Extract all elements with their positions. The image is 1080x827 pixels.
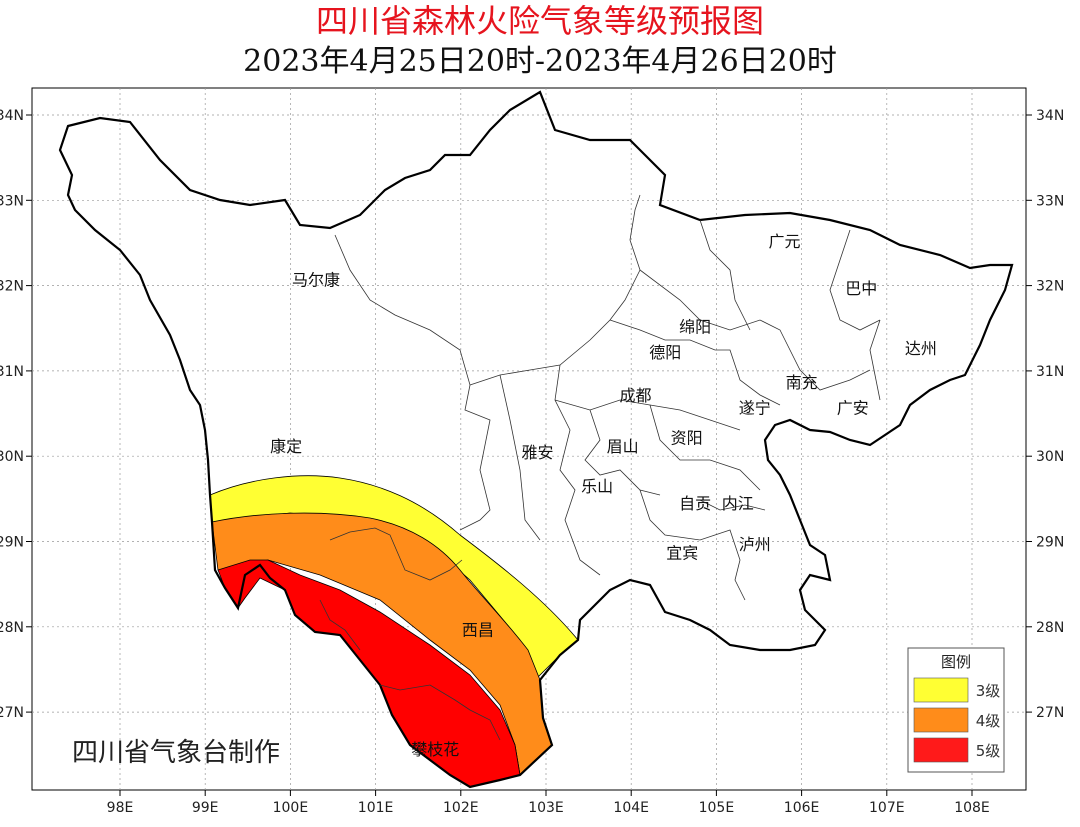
lat-tick-label-left: 31N bbox=[0, 364, 24, 380]
sichuan-boundary bbox=[58, 90, 1014, 789]
map-title: 四川省森林火险气象等级预报图 bbox=[315, 2, 764, 40]
lat-tick-label-left: 27N bbox=[0, 705, 24, 721]
city-label: 南充 bbox=[786, 373, 818, 392]
lat-tick-label-left: 28N bbox=[0, 620, 24, 636]
legend-label: 5级 bbox=[976, 742, 1001, 760]
lon-tick-label: 105E bbox=[699, 800, 735, 816]
city-label: 巴中 bbox=[845, 279, 877, 298]
map-subtitle: 2023年4月25日20时-2023年4月26日20时 bbox=[243, 44, 837, 79]
city-label: 资阳 bbox=[671, 428, 703, 447]
lon-tick-label: 98E bbox=[107, 800, 134, 816]
city-label: 内江 bbox=[722, 494, 754, 513]
legend-title: 图例 bbox=[941, 653, 971, 671]
city-label: 乐山 bbox=[581, 477, 613, 496]
lat-tick-label-left: 33N bbox=[0, 193, 24, 209]
city-label: 绵阳 bbox=[679, 318, 711, 337]
lat-tick-label-right: 34N bbox=[1036, 108, 1064, 124]
lat-tick-label-right: 32N bbox=[1036, 279, 1064, 295]
city-label: 成都 bbox=[619, 386, 651, 405]
city-label: 西昌 bbox=[462, 620, 494, 639]
legend-swatch bbox=[913, 677, 969, 703]
lon-tick-label: 104E bbox=[613, 800, 649, 816]
legend-items: 3级 4级 5级 bbox=[913, 677, 1001, 763]
legend-label: 4级 bbox=[976, 712, 1001, 730]
lat-tick-label-left: 32N bbox=[0, 279, 24, 295]
lat-tick-label-right: 31N bbox=[1036, 364, 1064, 380]
city-label: 德阳 bbox=[649, 343, 681, 362]
city-label: 遂宁 bbox=[739, 399, 771, 418]
city-label: 广元 bbox=[769, 232, 801, 251]
lon-tick-label: 100E bbox=[273, 800, 309, 816]
lon-tick-label: 102E bbox=[443, 800, 479, 816]
lat-tick-label-right: 33N bbox=[1036, 193, 1064, 209]
legend-swatch bbox=[913, 737, 969, 763]
city-label: 康定 bbox=[270, 437, 302, 456]
lon-tick-label: 108E bbox=[954, 800, 990, 816]
legend-swatch bbox=[913, 707, 969, 733]
lat-tick-label-left: 30N bbox=[0, 449, 24, 465]
city-label: 马尔康 bbox=[292, 271, 340, 290]
lat-tick-label-right: 30N bbox=[1036, 449, 1064, 465]
lat-tick-label-left: 29N bbox=[0, 535, 24, 551]
lat-tick-label-right: 27N bbox=[1036, 705, 1064, 721]
city-label: 眉山 bbox=[607, 437, 639, 456]
city-label: 宜宾 bbox=[666, 544, 698, 563]
lon-tick-label: 106E bbox=[784, 800, 820, 816]
city-label: 攀枝花 bbox=[411, 740, 459, 759]
city-label: 广安 bbox=[837, 399, 869, 418]
city-label: 自贡 bbox=[679, 494, 711, 513]
city-label: 达州 bbox=[905, 339, 937, 358]
city-label: 雅安 bbox=[521, 443, 553, 462]
legend-label: 3级 bbox=[976, 682, 1001, 700]
lat-tick-label-right: 29N bbox=[1036, 535, 1064, 551]
city-label: 泸州 bbox=[739, 535, 771, 554]
lon-tick-label: 101E bbox=[358, 800, 394, 816]
lat-tick-label-left: 34N bbox=[0, 108, 24, 124]
prefecture-boundaries bbox=[319, 194, 881, 741]
lon-tick-label: 99E bbox=[192, 800, 219, 816]
legend: 图例 3级 4级 5级 bbox=[907, 647, 1005, 773]
lat-tick-label-right: 28N bbox=[1036, 620, 1064, 636]
lon-tick-label: 103E bbox=[528, 800, 564, 816]
credit-text: 四川省气象台制作 bbox=[72, 738, 281, 768]
lon-tick-label: 107E bbox=[869, 800, 905, 816]
map-frame bbox=[31, 87, 1027, 791]
